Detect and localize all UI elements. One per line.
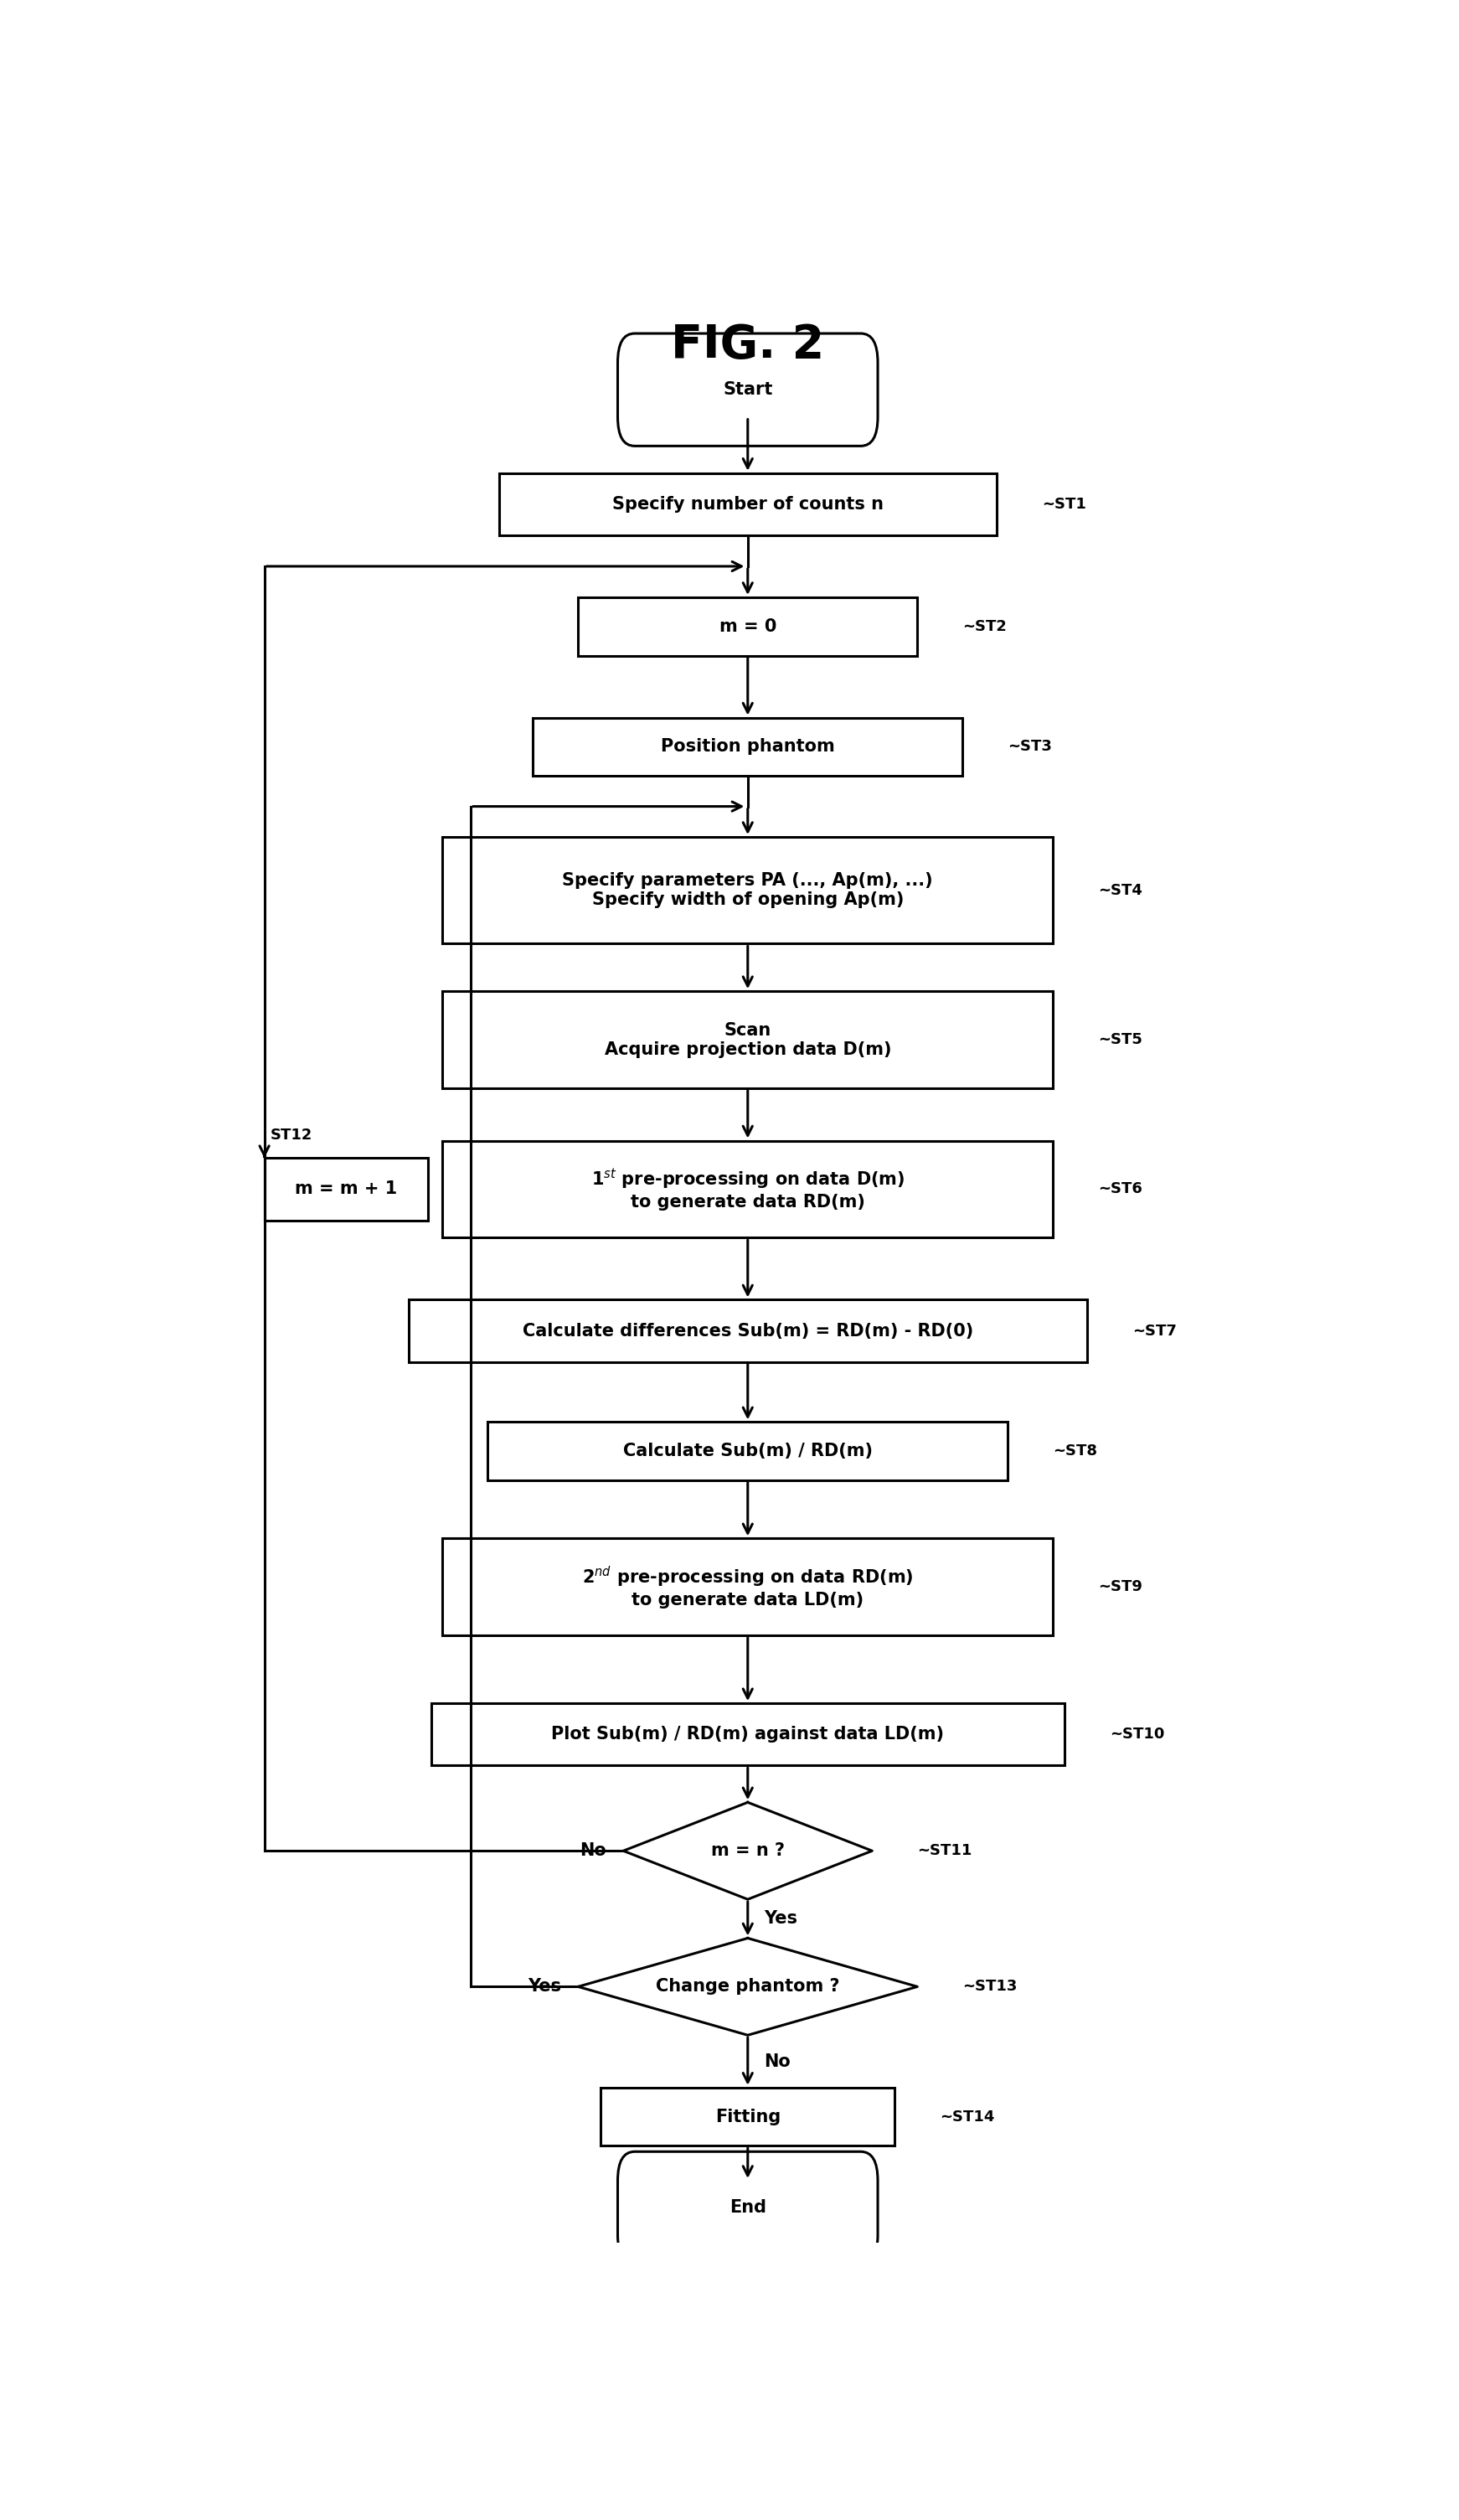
Bar <box>442 837 1053 942</box>
Text: No: No <box>579 1842 607 1860</box>
Bar <box>533 718 963 776</box>
Text: Start: Start <box>722 381 773 398</box>
Bar <box>442 990 1053 1089</box>
Text: End: End <box>730 2200 766 2215</box>
Text: ~ST7: ~ST7 <box>1132 1323 1176 1338</box>
Bar <box>264 1159 429 1220</box>
Text: 2$^{nd}$ pre-processing on data RD(m)
to generate data LD(m): 2$^{nd}$ pre-processing on data RD(m) to… <box>582 1565 913 1608</box>
Text: Yes: Yes <box>763 1910 797 1928</box>
FancyBboxPatch shape <box>617 2152 878 2263</box>
Text: m = 0: m = 0 <box>719 617 776 635</box>
Text: Specify number of counts n: Specify number of counts n <box>613 496 883 512</box>
Text: ~ST2: ~ST2 <box>963 620 1007 635</box>
Text: 1$^{st}$ pre-processing on data D(m)
to generate data RD(m): 1$^{st}$ pre-processing on data D(m) to … <box>591 1167 905 1212</box>
Text: m = m + 1: m = m + 1 <box>295 1182 397 1197</box>
Text: FIG. 2: FIG. 2 <box>671 323 824 368</box>
Text: Position phantom: Position phantom <box>661 738 835 756</box>
FancyBboxPatch shape <box>617 333 878 446</box>
Text: No: No <box>763 2054 791 2069</box>
Text: Yes: Yes <box>528 1978 562 1996</box>
Text: ~ST11: ~ST11 <box>918 1842 972 1857</box>
Bar <box>442 1142 1053 1237</box>
Bar <box>578 597 918 655</box>
Text: Fitting: Fitting <box>715 2109 781 2124</box>
Bar <box>499 474 996 534</box>
Text: Scan
Acquire projection data D(m): Scan Acquire projection data D(m) <box>604 1021 891 1058</box>
Text: ~ST14: ~ST14 <box>940 2109 995 2124</box>
Text: Calculate differences Sub(m) = RD(m) - RD(0): Calculate differences Sub(m) = RD(m) - R… <box>522 1323 973 1338</box>
Text: ST12: ST12 <box>270 1126 312 1142</box>
Text: ~ST5: ~ST5 <box>1099 1033 1142 1048</box>
Text: ~ST9: ~ST9 <box>1099 1580 1142 1595</box>
Text: Specify parameters PA (..., Ap(m), ...)
Specify width of opening Ap(m): Specify parameters PA (..., Ap(m), ...) … <box>562 872 934 907</box>
Bar <box>601 2087 894 2147</box>
Bar <box>409 1300 1087 1361</box>
Polygon shape <box>578 1938 918 2036</box>
Text: Calculate Sub(m) / RD(m): Calculate Sub(m) / RD(m) <box>623 1444 872 1459</box>
Text: ~ST10: ~ST10 <box>1109 1726 1164 1741</box>
Text: ~ST3: ~ST3 <box>1008 738 1052 753</box>
Bar <box>442 1537 1053 1635</box>
Bar <box>487 1421 1008 1479</box>
Text: ~ST13: ~ST13 <box>963 1978 1017 1993</box>
Text: ~ST8: ~ST8 <box>1053 1444 1097 1459</box>
Bar <box>432 1704 1065 1767</box>
Text: m = n ?: m = n ? <box>711 1842 785 1860</box>
Text: ~ST1: ~ST1 <box>1042 496 1085 512</box>
Polygon shape <box>623 1802 872 1900</box>
Text: Change phantom ?: Change phantom ? <box>655 1978 840 1996</box>
Text: ~ST6: ~ST6 <box>1099 1182 1142 1197</box>
Text: ~ST4: ~ST4 <box>1099 882 1142 897</box>
Text: Plot Sub(m) / RD(m) against data LD(m): Plot Sub(m) / RD(m) against data LD(m) <box>552 1726 944 1744</box>
